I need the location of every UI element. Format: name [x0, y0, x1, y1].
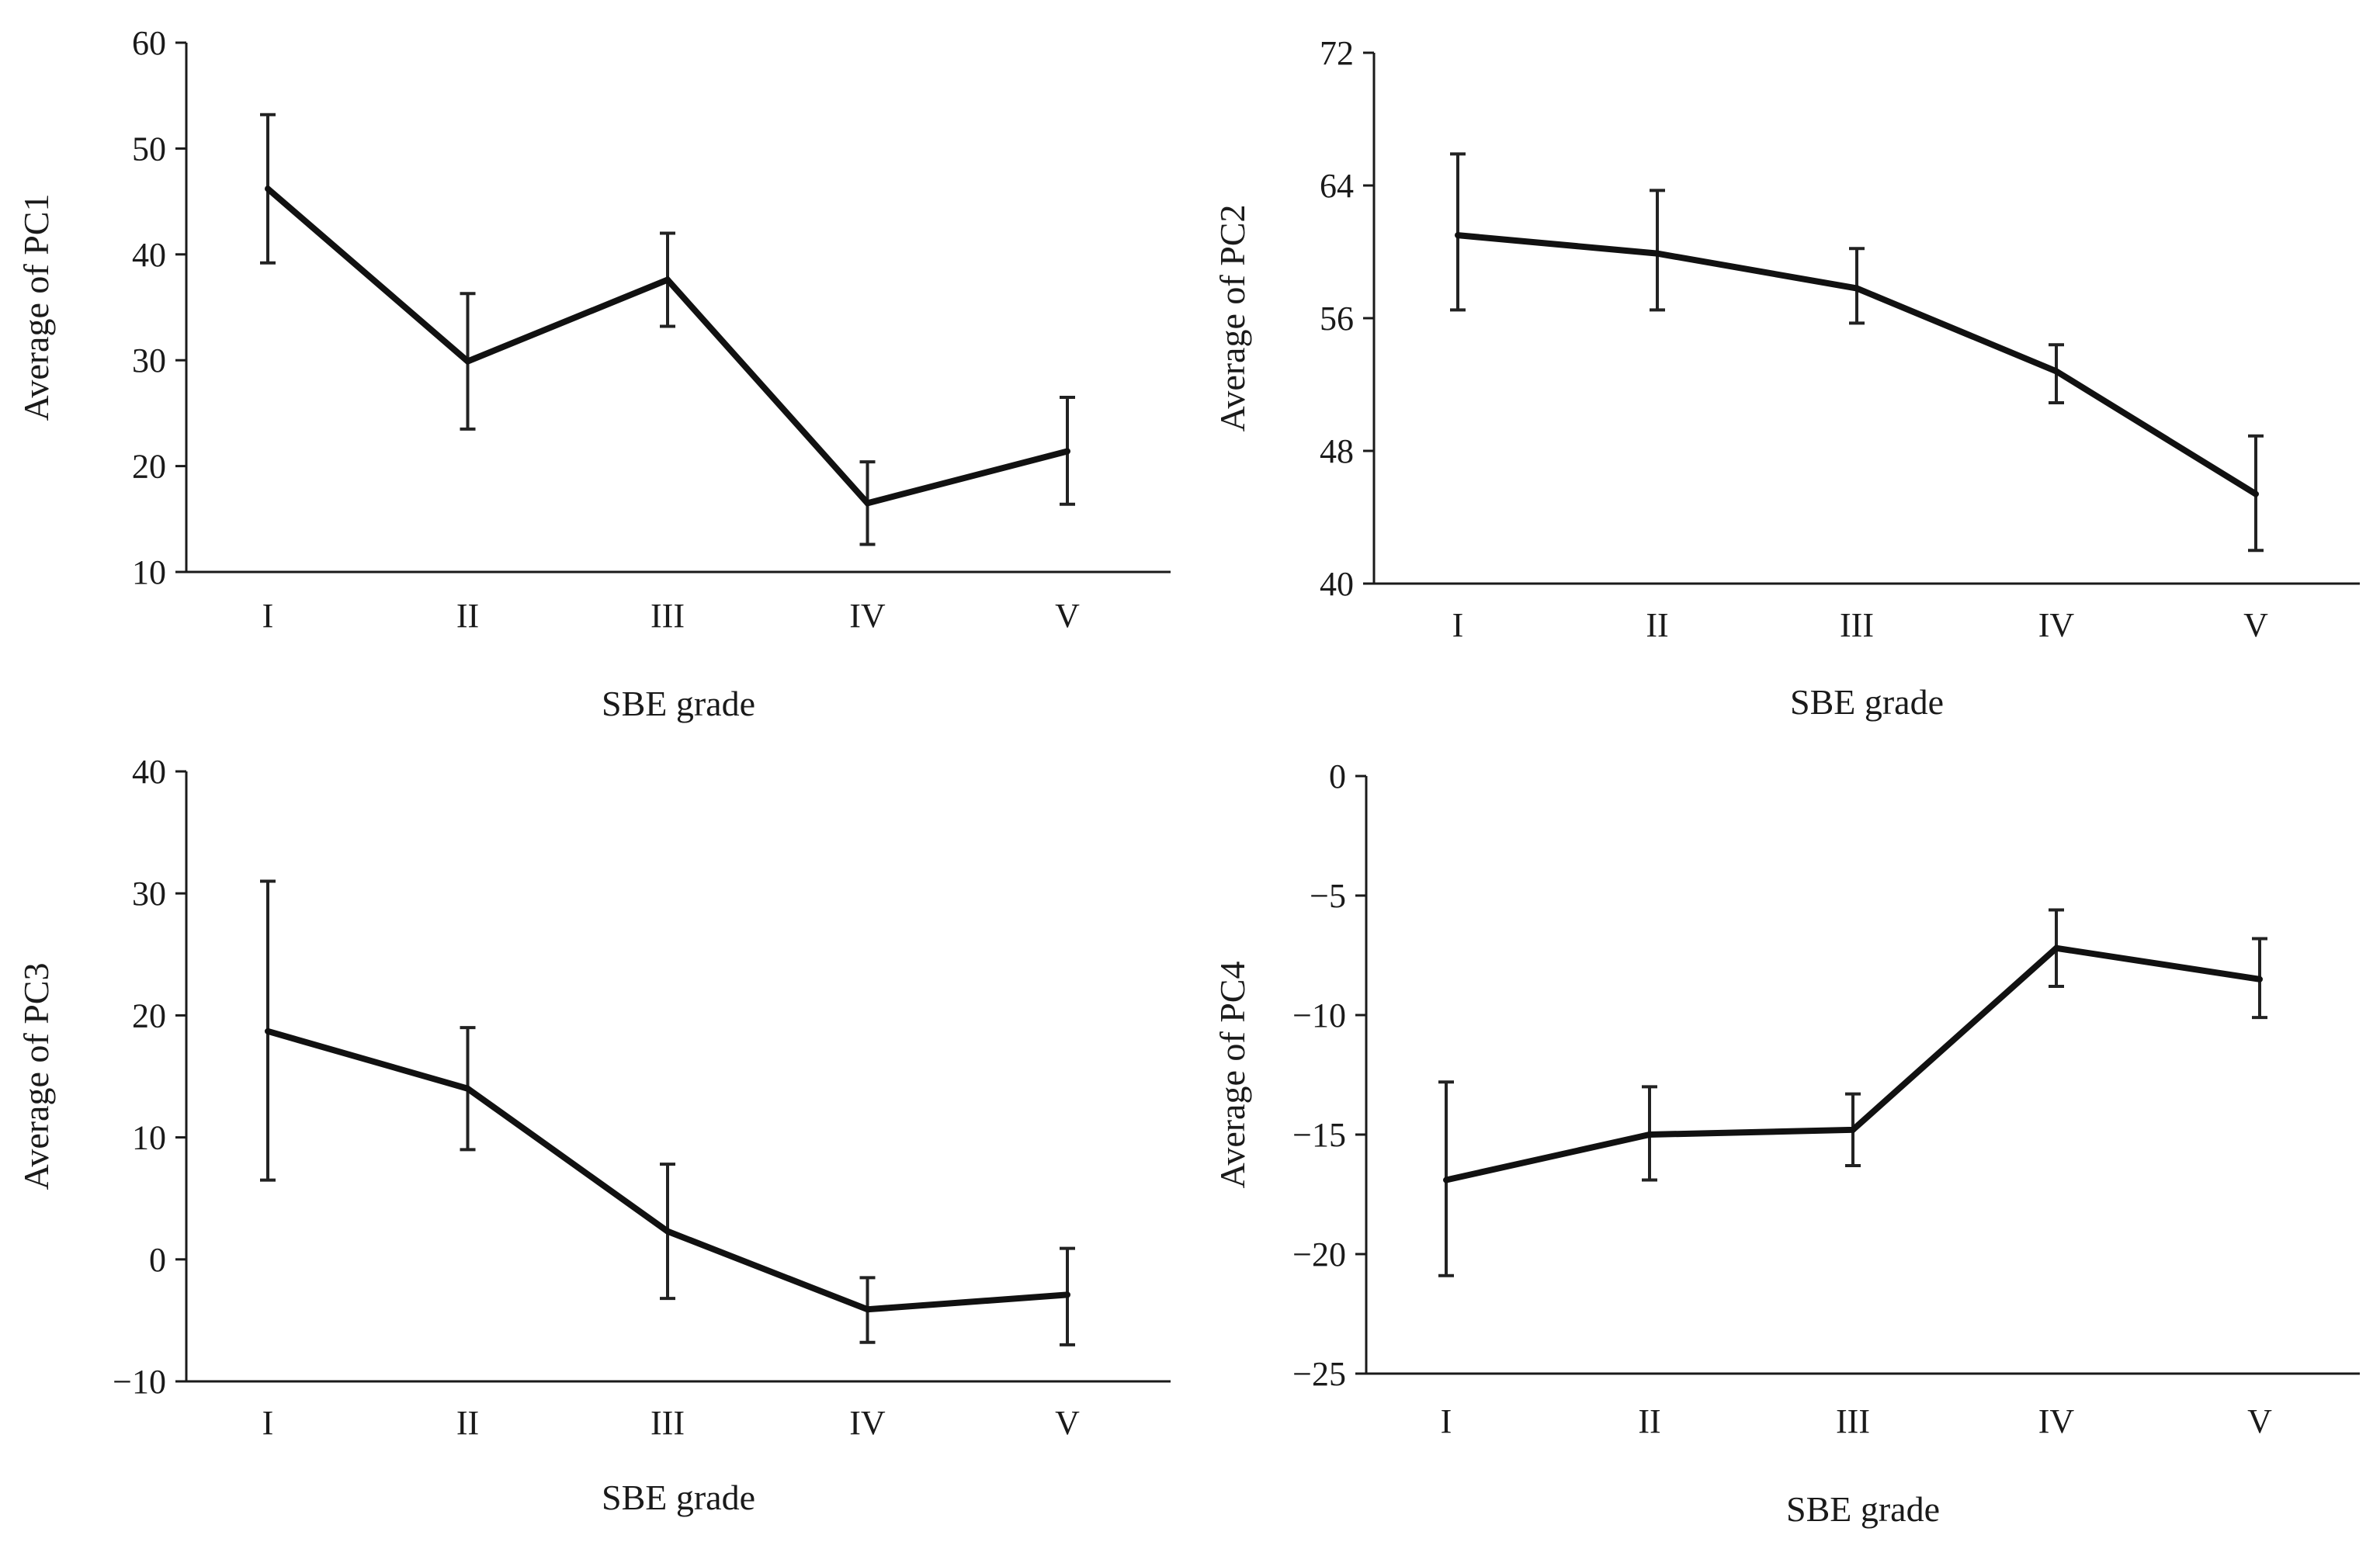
- y-tick-label: 30: [132, 341, 166, 379]
- x-tick-label: II: [1638, 1402, 1660, 1440]
- x-axis-title: SBE grade: [1790, 682, 1944, 722]
- y-tick-label: 64: [1320, 167, 1354, 205]
- data-point: [265, 1027, 271, 1034]
- x-tick-label: V: [1055, 1404, 1080, 1442]
- data-point: [2257, 975, 2263, 982]
- y-tick-label: 20: [132, 448, 166, 486]
- error-bar: [1650, 189, 1665, 312]
- data-point: [1455, 232, 1461, 239]
- y-axis-title: Average of PC4: [1213, 962, 1252, 1189]
- data-point: [1064, 448, 1070, 455]
- x-tick-label: V: [2243, 606, 2268, 644]
- y-tick-label: 60: [132, 24, 166, 62]
- data-point: [1443, 1176, 1449, 1183]
- y-tick-label: 20: [132, 996, 166, 1034]
- data-point: [664, 276, 671, 283]
- y-tick-label: −5: [1310, 877, 1346, 915]
- y-tick-label: 10: [132, 1119, 166, 1157]
- x-tick-label: II: [456, 1404, 479, 1442]
- x-tick-label: IV: [2038, 1402, 2075, 1440]
- x-tick-label: III: [651, 1404, 685, 1442]
- x-tick-label: IV: [849, 1404, 886, 1442]
- data-point: [2053, 368, 2059, 375]
- y-axis-title: Average of PC2: [1213, 205, 1252, 432]
- y-tick-label: 50: [132, 130, 166, 168]
- data-point: [2053, 944, 2059, 951]
- x-tick-label: I: [262, 597, 274, 635]
- data-point: [464, 1085, 471, 1092]
- data-point: [864, 1306, 871, 1313]
- error-bar: [1450, 152, 1466, 312]
- x-tick-label: IV: [849, 597, 886, 635]
- x-tick-label: V: [1055, 597, 1080, 635]
- y-tick-label: 56: [1320, 300, 1354, 338]
- y-tick-label: −15: [1292, 1116, 1346, 1154]
- data-point: [1854, 285, 1860, 292]
- y-tick-label: −20: [1292, 1235, 1346, 1274]
- data-point: [464, 358, 471, 365]
- y-axis-title: Average of PC1: [16, 194, 56, 421]
- x-tick-label: II: [456, 597, 479, 635]
- x-tick-label: IV: [2038, 606, 2075, 644]
- data-point: [2253, 490, 2259, 497]
- x-tick-label: III: [1836, 1402, 1870, 1440]
- data-point: [265, 185, 271, 192]
- x-tick-label: V: [2247, 1402, 2272, 1440]
- y-tick-label: 30: [132, 875, 166, 913]
- data-point: [1064, 1291, 1070, 1298]
- y-tick-label: 48: [1320, 432, 1354, 470]
- x-tick-label: III: [1840, 606, 1874, 644]
- y-tick-label: −10: [1292, 996, 1346, 1034]
- y-tick-label: 40: [132, 753, 166, 791]
- y-axis-title: Average of PC3: [16, 963, 56, 1190]
- data-point: [664, 1228, 671, 1235]
- y-tick-label: 72: [1320, 34, 1354, 72]
- x-tick-label: II: [1646, 606, 1668, 644]
- data-point: [1654, 250, 1660, 257]
- y-tick-label: −25: [1292, 1355, 1346, 1393]
- y-tick-label: 0: [1329, 757, 1346, 795]
- data-point: [1850, 1126, 1856, 1133]
- y-tick-label: 0: [149, 1241, 166, 1279]
- y-tick-label: 10: [132, 553, 166, 591]
- x-tick-label: I: [262, 1404, 274, 1442]
- data-point: [1646, 1131, 1653, 1138]
- x-tick-label: III: [651, 597, 685, 635]
- y-tick-label: −10: [113, 1363, 166, 1401]
- x-axis-title: SBE grade: [602, 1478, 755, 1517]
- y-tick-label: 40: [1320, 565, 1354, 603]
- x-axis-title: SBE grade: [1786, 1489, 1940, 1529]
- x-axis-title: SBE grade: [602, 684, 755, 723]
- x-tick-label: I: [1452, 606, 1464, 644]
- data-point: [864, 500, 871, 507]
- y-tick-label: 40: [132, 236, 166, 274]
- x-tick-label: I: [1441, 1402, 1452, 1440]
